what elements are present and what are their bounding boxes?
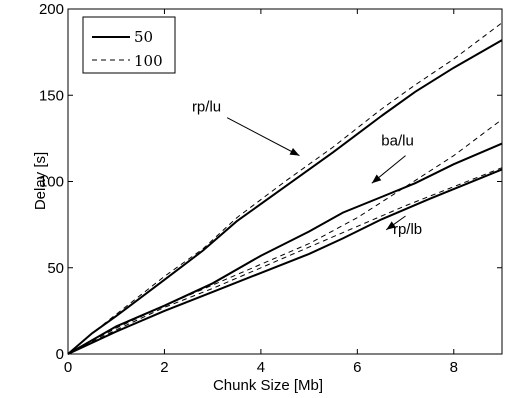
- y-tick-label: 150: [39, 87, 64, 104]
- series-line-ba-lu-50: [67, 142, 503, 355]
- series-line-rp-lu-100: [67, 22, 503, 355]
- x-tick-label: 6: [353, 359, 361, 376]
- legend-label-50: 50: [134, 28, 153, 46]
- legend-label-100: 100: [134, 52, 163, 70]
- x-axis-label: Chunk Size [Mb]: [213, 377, 323, 394]
- legend: 50 100: [82, 16, 176, 74]
- x-tick-label: 2: [160, 359, 168, 376]
- series-line-ba-lu-100: [67, 119, 503, 355]
- axis-ticks: 0 2 4 6 8 0 50 100 150 200: [39, 1, 502, 376]
- y-tick-label: 100: [39, 174, 64, 191]
- annotation-arrow-head: [371, 174, 382, 184]
- y-tick-label: 200: [39, 1, 64, 18]
- x-tick-label: 4: [257, 359, 265, 376]
- annotation-label-ba-lu: ba/lu: [381, 133, 414, 150]
- x-tick-label: 8: [450, 359, 458, 376]
- series-line-rp-lb-100: [67, 167, 503, 355]
- annotation-arrow-head: [386, 221, 396, 230]
- annotation-arrow-shaft: [226, 117, 300, 157]
- annotations: rp/lu ba/lu rp/lb: [192, 99, 422, 238]
- y-axis-label: Delay [s]: [32, 152, 49, 210]
- plot-area: [67, 8, 503, 355]
- y-tick-label: 0: [56, 346, 64, 363]
- annotation-label-rp-lb: rp/lb: [393, 221, 422, 238]
- annotation-arrow-head: [289, 148, 300, 156]
- series-line-rp-lb-50: [67, 168, 503, 355]
- legend-box: [82, 16, 176, 74]
- series-line-rp-lu-50: [67, 39, 503, 355]
- x-tick-label: 0: [64, 359, 72, 376]
- y-tick-label: 50: [47, 260, 64, 277]
- annotation-label-rp-lu: rp/lu: [192, 99, 221, 116]
